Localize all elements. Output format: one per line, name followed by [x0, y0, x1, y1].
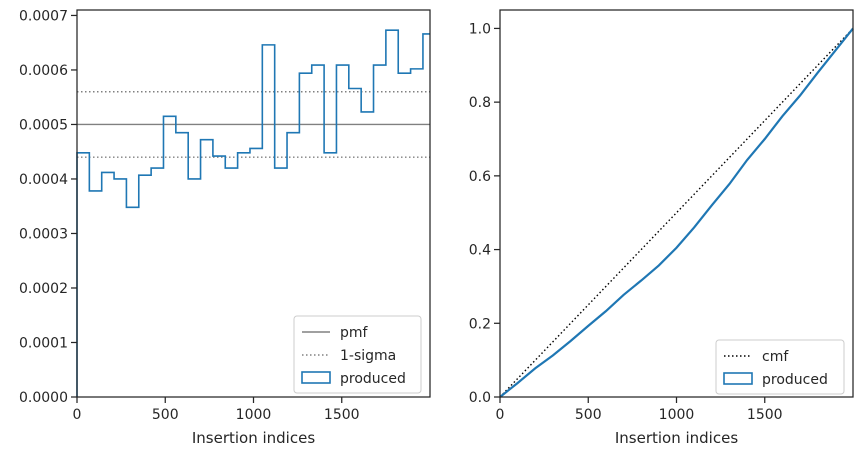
right-axes-frame	[499, 9, 854, 398]
legend-label-produced: produced	[762, 372, 828, 388]
left-x-axis-label: Insertion indices	[192, 429, 315, 447]
right-legend: cmf produced	[715, 339, 845, 395]
x-tick-label: 0	[496, 407, 505, 423]
x-tick-label: 1500	[324, 407, 360, 423]
series-produced-line	[499, 27, 854, 398]
left-axis-ticks: 0 500 1000 1500 0.0000 0.0001 0.0002 0.0003 0.00…	[19, 8, 360, 423]
legend-label-pmf: pmf	[340, 325, 369, 341]
legend-label-produced: produced	[340, 371, 406, 387]
x-tick-label: 0	[73, 407, 82, 423]
y-tick-label: 0.6	[469, 169, 491, 185]
y-tick-label: 0.0004	[19, 172, 68, 188]
y-tick-label: 0.0	[469, 390, 491, 406]
produced-histogram-steps	[76, 29, 430, 397]
right-axis-ticks: 0 500 1000 1500 0.0 0.2 0.4 0.6 0.8 1.0	[469, 21, 783, 423]
x-tick-label: 1000	[236, 407, 272, 423]
legend-label-cmf: cmf	[762, 349, 789, 365]
right-chart-panel: 0 500 1000 1500 0.0 0.2 0.4 0.6 0.8 1.0 Insertion…	[469, 9, 854, 447]
right-plot-area	[499, 27, 854, 398]
y-tick-label: 0.0007	[19, 8, 68, 24]
legend-box	[715, 339, 845, 395]
series-cmf-line	[499, 27, 854, 398]
y-tick-label: 0.0006	[19, 63, 68, 79]
x-tick-label: 500	[575, 407, 602, 423]
y-tick-label: 1.0	[469, 21, 491, 37]
x-tick-label: 1000	[659, 407, 695, 423]
left-plot-area	[76, 29, 430, 397]
left-legend: pmf 1-sigma produced	[293, 315, 422, 394]
legend-box	[293, 315, 422, 394]
legend-swatch-produced	[301, 371, 331, 384]
x-tick-label: 1500	[747, 407, 783, 423]
left-chart-panel: 0 500 1000 1500 0.0000 0.0001 0.0002 0.0003 0.00…	[19, 8, 431, 447]
y-tick-label: 0.2	[469, 316, 491, 332]
y-tick-label: 0.4	[469, 243, 491, 259]
y-tick-label: 0.0005	[19, 117, 68, 133]
y-tick-label: 0.8	[469, 95, 491, 111]
y-tick-label: 0.0000	[19, 390, 68, 406]
right-x-axis-label: Insertion indices	[615, 429, 738, 447]
y-tick-label: 0.0003	[19, 226, 68, 242]
legend-label-1-sigma: 1-sigma	[340, 348, 396, 364]
y-tick-label: 0.0001	[19, 335, 68, 351]
y-tick-label: 0.0002	[19, 281, 68, 297]
x-tick-label: 500	[152, 407, 179, 423]
legend-swatch-produced	[723, 372, 753, 385]
